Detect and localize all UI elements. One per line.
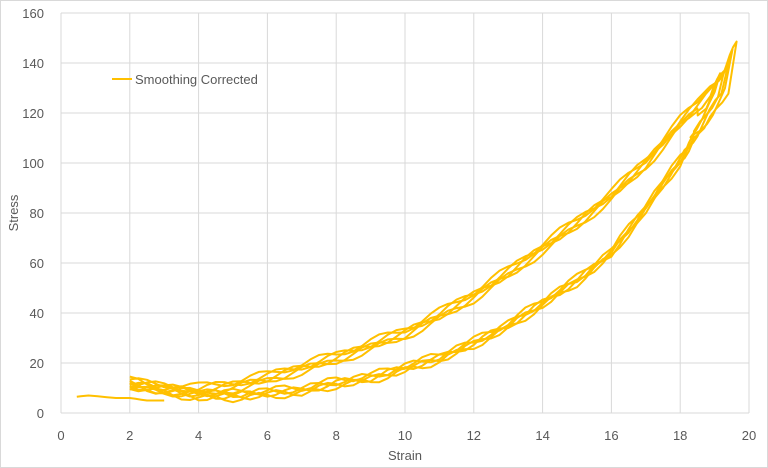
legend-label: Smoothing Corrected (135, 72, 258, 87)
x-tick-label: 12 (467, 428, 481, 443)
y-tick-label: 80 (30, 206, 44, 221)
y-tick-label: 40 (30, 306, 44, 321)
x-tick-label: 2 (126, 428, 133, 443)
legend: Smoothing Corrected (112, 72, 258, 87)
x-tick-label: 16 (604, 428, 618, 443)
y-axis-ticks: 0 20 40 60 80 100 120 140 160 (22, 6, 44, 421)
x-axis-ticks: 0 2 4 6 8 10 12 14 16 18 20 (57, 428, 756, 443)
y-tick-label: 160 (22, 6, 44, 21)
y-tick-label: 140 (22, 56, 44, 71)
x-tick-label: 8 (333, 428, 340, 443)
x-axis-title: Strain (388, 448, 422, 463)
x-tick-label: 6 (264, 428, 271, 443)
y-tick-label: 0 (37, 406, 44, 421)
x-tick-label: 0 (57, 428, 64, 443)
hysteresis-loop (129, 69, 726, 402)
y-tick-label: 120 (22, 106, 44, 121)
initial-trace (76, 394, 165, 402)
y-axis-title: Stress (6, 194, 21, 231)
hysteresis-loop (129, 48, 734, 398)
y-tick-label: 60 (30, 256, 44, 271)
hysteresis-loop (129, 40, 738, 398)
x-tick-label: 14 (535, 428, 549, 443)
y-tick-label: 20 (30, 356, 44, 371)
x-tick-label: 4 (195, 428, 202, 443)
hysteresis-loop (129, 62, 730, 400)
x-tick-label: 10 (398, 428, 412, 443)
hysteresis-loop (129, 72, 722, 404)
x-tick-label: 20 (742, 428, 756, 443)
series-smoothing-corrected (76, 40, 738, 404)
y-tick-label: 100 (22, 156, 44, 171)
x-tick-label: 18 (673, 428, 687, 443)
gridlines (60, 12, 750, 414)
